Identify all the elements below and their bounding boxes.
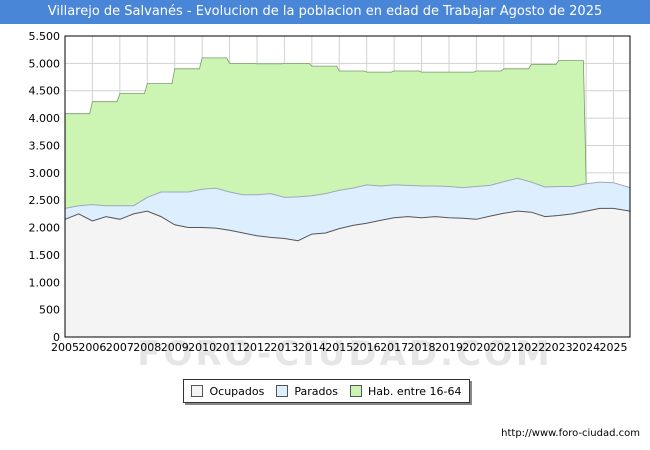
series-ocupados-area — [65, 208, 630, 337]
watermark: FORO-CIUDAD.COM — [137, 334, 553, 374]
x-tick-label: 2009 — [161, 341, 189, 354]
x-tick-label: 2011 — [216, 341, 244, 354]
x-tick-label: 2025 — [600, 341, 628, 354]
legend-item-parados: Parados — [276, 385, 338, 398]
legend-swatch-hab — [349, 385, 362, 397]
chart-title: Villarejo de Salvanés - Evolucion de la … — [0, 0, 650, 24]
x-tick-label: 2016 — [353, 341, 381, 354]
legend-swatch-ocupados — [191, 385, 204, 397]
legend-item-hab: Hab. entre 16-64 — [349, 384, 462, 398]
legend-label-ocupados: Ocupados — [209, 384, 265, 398]
x-tick-label: 2005 — [51, 341, 79, 354]
x-tick-label: 2023 — [545, 341, 573, 354]
y-tick-label: 0 — [53, 331, 60, 344]
x-tick-label: 2008 — [133, 341, 161, 354]
x-tick-label: 2012 — [243, 341, 271, 354]
x-tick-label: 2019 — [435, 341, 463, 354]
y-tick-label: 2.000 — [29, 222, 61, 235]
y-tick-label: 1.500 — [29, 249, 61, 262]
x-tick-label: 2015 — [325, 341, 353, 354]
x-tick-labels: 2005 2006 2007 2008 2009 2010 2011 2012 2013 2014… — [51, 341, 628, 354]
x-tick-label: 2022 — [517, 341, 545, 354]
y-tick-label: 5.500 — [29, 30, 61, 43]
x-tick-label: 2021 — [490, 341, 518, 354]
y-tick-labels: 0 500 1.000 1.500 2.000 2.500 3.000 3.500 4.000 4… — [29, 30, 61, 344]
x-tick-label: 2013 — [270, 341, 298, 354]
x-tick-label: 2024 — [572, 341, 600, 354]
x-tick-label: 2018 — [408, 341, 436, 354]
legend-label-hab: Hab. entre 16-64 — [367, 384, 462, 398]
plot-frame — [64, 35, 631, 338]
series-ocupados-line — [64, 207, 631, 242]
axes — [64, 35, 631, 338]
y-tick-label: 4.500 — [29, 85, 61, 98]
y-tick-label: 500 — [39, 304, 60, 317]
legend-swatch-parados — [276, 385, 289, 397]
y-tick-label: 2.500 — [29, 194, 61, 207]
x-tick-label: 2014 — [298, 341, 326, 354]
y-tick-label: 4.000 — [29, 112, 61, 125]
x-tick-label: 2010 — [188, 341, 216, 354]
series-parados-area — [65, 178, 630, 241]
x-tick-label: 2020 — [462, 341, 490, 354]
series-parados-line — [64, 177, 631, 209]
source-credit: http://www.foro-ciudad.com — [501, 428, 640, 439]
y-tick-label: 3.500 — [29, 139, 61, 152]
y-tick-label: 5.000 — [29, 57, 61, 70]
legend-item-ocupados: Ocupados — [191, 385, 264, 398]
x-tick-label: 2007 — [106, 341, 134, 354]
x-tick-label: 2006 — [78, 341, 106, 354]
y-tick-label: 3.000 — [29, 167, 61, 180]
x-tick-label: 2017 — [380, 341, 408, 354]
y-tick-label: 1.000 — [29, 276, 61, 289]
legend-label-parados: Parados — [294, 384, 338, 398]
legend: Ocupados Parados Hab. entre 16-64 — [183, 379, 470, 403]
areas — [64, 57, 631, 338]
